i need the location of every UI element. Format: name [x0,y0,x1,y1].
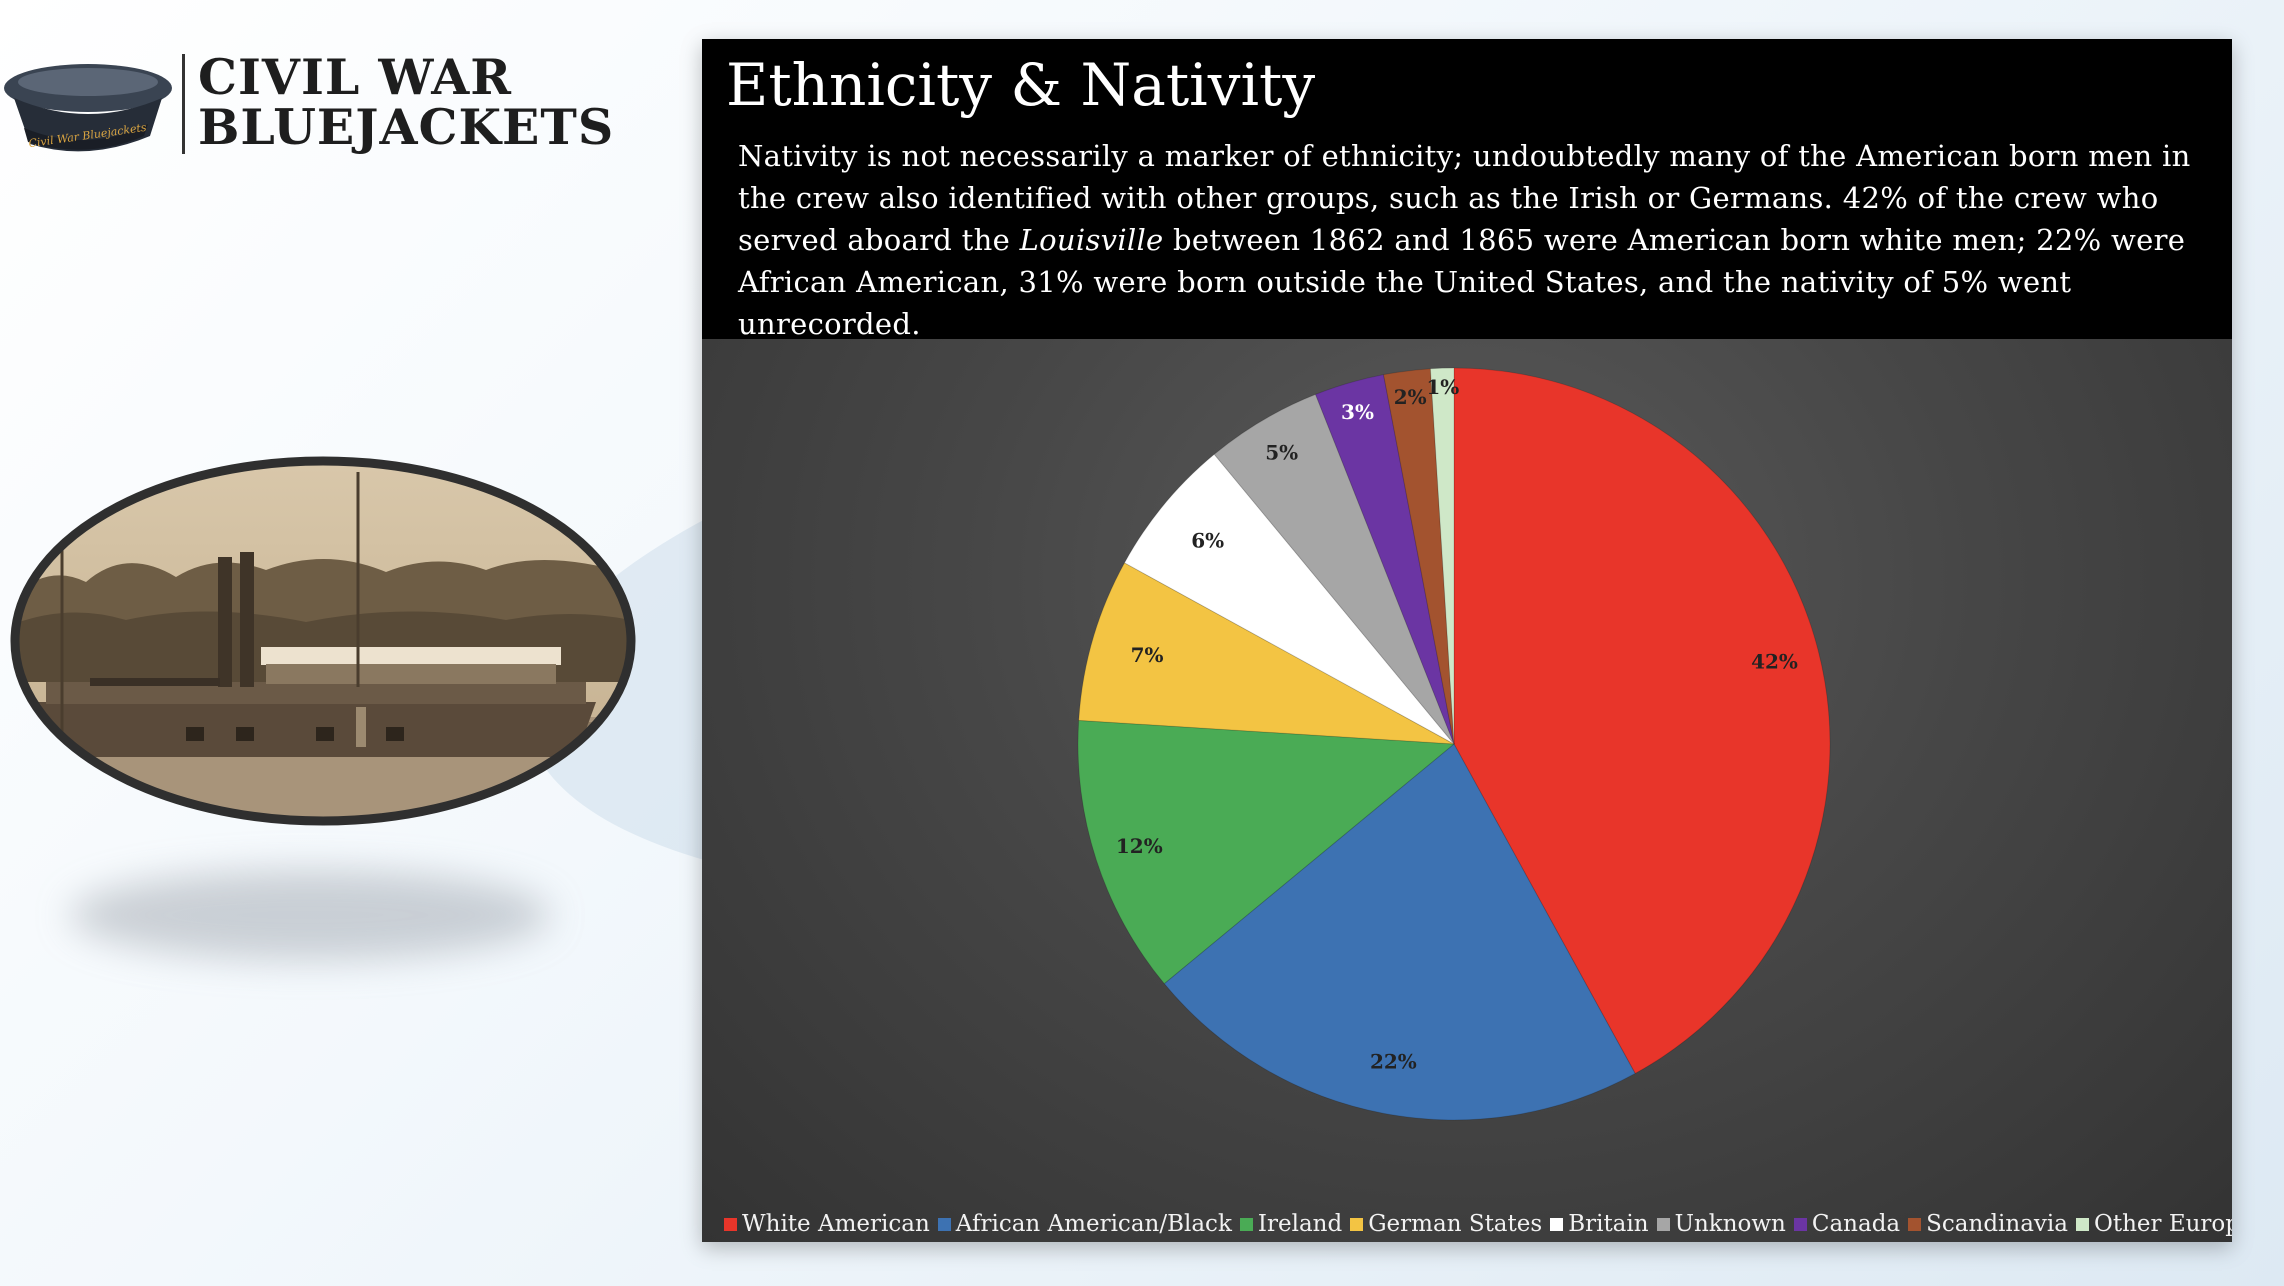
legend-label: Other Europe [2094,1211,2232,1237]
legend-item-white-american: White American [724,1211,930,1237]
slide-description: Nativity is not necessarily a marker of … [738,135,2198,345]
legend-swatch [1656,1217,1670,1231]
ironclad-photo [10,456,636,826]
legend-swatch [937,1217,951,1231]
legend-swatch [1550,1217,1564,1231]
legend-item-german-states: German States [1350,1211,1542,1237]
description-part-2: between 1862 and 1865 were American born… [738,223,2186,341]
legend-swatch [724,1217,737,1231]
photo-shadow [70,870,550,960]
slide-title: Ethnicity & Nativity [726,51,1316,119]
legend-label: White American [742,1211,930,1237]
legend-item-canada: Canada [1793,1211,1901,1237]
legend-swatch [1793,1217,1807,1231]
pie-slice-german-states [1078,562,1455,745]
legend-item-african-american-black: African American/Black [937,1211,1232,1237]
data-label-ireland: 12% [1116,834,1163,858]
legend-swatch [2076,1217,2089,1231]
data-label-white-american: 42% [1751,650,1798,674]
logo-line-1: CIVIL WAR [198,48,513,106]
data-label-african-american-black: 22% [1370,1050,1417,1074]
pie-slice-white-american [1453,367,1831,1075]
pie-slice-scandinavia [1382,368,1455,745]
legend-item-britain: Britain [1550,1211,1649,1237]
ship-name: Louisville [1019,223,1164,257]
data-label-german-states: 7% [1131,643,1164,667]
pie-slice-canada [1314,374,1455,745]
legend-label: African American/Black [955,1211,1232,1237]
legend-label: German States [1368,1211,1543,1237]
legend-item-other-europe: Other Europe [2076,1211,2232,1237]
site-logo[interactable]: Civil War Bluejackets CIVIL WAR BLUEJACK… [0,48,613,168]
pie-slice-other-europe [1429,367,1455,745]
legend-swatch [1908,1217,1922,1231]
sailor-cap-icon: Civil War Bluejackets [4,64,172,152]
legend-label: Ireland [1257,1211,1343,1237]
pie-slice-ireland [1077,719,1456,985]
legend-item-unknown: Unknown [1656,1211,1786,1237]
data-label-other-europe: 1% [1426,375,1459,399]
legend-label: Canada [1811,1211,1901,1237]
legend-swatch [1239,1217,1253,1231]
logo-divider [182,54,185,154]
legend-item-scandinavia: Scandinavia [1908,1211,2068,1237]
logo-line-2: BLUEJACKETS [198,98,615,156]
data-label-canada: 3% [1341,400,1374,424]
data-label-scandinavia: 2% [1394,385,1427,409]
data-label-unknown: 5% [1265,441,1298,465]
chart-panel: Ethnicity & Nativity Nativity is not nec… [702,39,2232,1242]
legend-label: Unknown [1674,1211,1786,1237]
pie-slice-african-american-black [1163,743,1636,1121]
pie-slice-unknown [1213,393,1455,745]
legend-item-ireland: Ireland [1239,1211,1343,1237]
chart-legend: White American African American/Black Irel… [724,1209,2232,1239]
nativity-pie-chart: 42% 22% 12% 7% 6% 5% 3% 2% 1% [1077,367,1831,1121]
legend-swatch [1350,1217,1364,1231]
data-label-britain: 6% [1191,528,1224,552]
pie-slice-britain [1123,453,1455,745]
legend-label: Scandinavia [1926,1211,2068,1237]
panel-header: Ethnicity & Nativity Nativity is not nec… [702,39,2232,341]
legend-label: Britain [1568,1211,1649,1237]
logo-wordmark: CIVIL WAR BLUEJACKETS [198,52,614,152]
description-part-1: Nativity is not necessarily a marker of … [738,139,2191,257]
